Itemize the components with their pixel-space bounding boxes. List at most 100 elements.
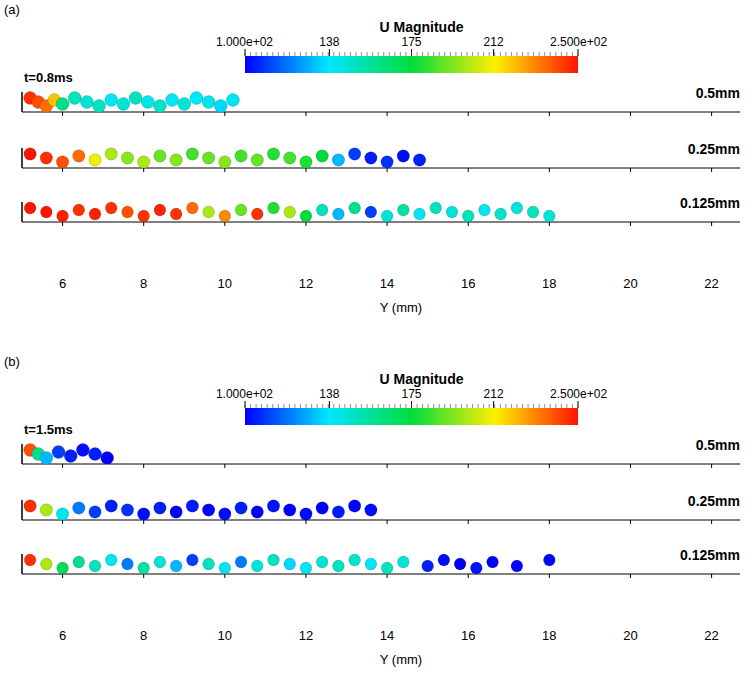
axis-left xyxy=(21,92,23,112)
tick xyxy=(468,112,469,116)
colorbar-tick-label: 138 xyxy=(319,387,339,401)
colorbar-minor-tick xyxy=(383,52,384,56)
colorbar-minor-tick xyxy=(555,404,556,408)
colorbar-minor-tick xyxy=(417,404,418,408)
colorbar-minor-tick xyxy=(250,404,251,408)
colorbar-minor-tick xyxy=(494,404,495,408)
particle xyxy=(57,562,69,574)
tick xyxy=(711,168,712,172)
colorbar-minor-tick xyxy=(300,404,301,408)
colorbar-minor-tick xyxy=(272,404,273,408)
particle xyxy=(154,556,166,568)
particle xyxy=(397,556,409,568)
tick-label: 10 xyxy=(218,628,232,643)
colorbar-minor-tick xyxy=(478,52,479,56)
particle xyxy=(170,154,182,166)
tick-label: 6 xyxy=(59,276,66,291)
row-label: 0.25mm xyxy=(688,141,740,157)
particle xyxy=(89,560,101,572)
colorbar-minor-tick xyxy=(361,52,362,56)
particle xyxy=(154,150,166,162)
colorbar-minor-tick xyxy=(378,52,379,56)
particle xyxy=(381,562,393,574)
particle xyxy=(413,154,425,166)
tick-label: 14 xyxy=(380,628,394,643)
particle xyxy=(397,204,409,216)
tick xyxy=(549,574,550,578)
particle xyxy=(89,448,102,461)
colorbar-minor-tick xyxy=(394,404,395,408)
particle xyxy=(52,446,65,459)
colorbar-tick-label: 1.000e+02 xyxy=(216,35,273,49)
tick xyxy=(630,574,631,578)
colorbar-minor-tick xyxy=(528,52,529,56)
particle xyxy=(170,506,182,518)
particle xyxy=(284,152,296,164)
colorbar-minor-tick xyxy=(544,52,545,56)
colorbar-minor-tick xyxy=(356,404,357,408)
particle xyxy=(267,500,279,512)
colorbar-minor-tick xyxy=(389,404,390,408)
colorbar-minor-tick xyxy=(472,404,473,408)
colorbar-minor-tick xyxy=(411,52,412,56)
colorbar-minor-tick xyxy=(516,52,517,56)
tick xyxy=(387,574,388,578)
particle xyxy=(487,556,499,568)
colorbar-minor-tick xyxy=(494,52,495,56)
particle xyxy=(105,554,117,566)
particle xyxy=(154,502,166,514)
colorbar-minor-tick xyxy=(478,404,479,408)
colorbar-minor-tick xyxy=(372,52,373,56)
particle xyxy=(333,208,345,220)
particle xyxy=(170,560,182,572)
axis-line xyxy=(22,520,740,521)
particle xyxy=(479,204,491,216)
axis-title: Y (mm) xyxy=(380,652,422,667)
tick-label: 16 xyxy=(461,276,475,291)
colorbar-minor-tick xyxy=(500,52,501,56)
colorbar-tick-label: 175 xyxy=(401,387,421,401)
particle xyxy=(268,554,280,566)
colorbar-minor-tick xyxy=(572,52,573,56)
row-label: 0.125mm xyxy=(680,195,740,211)
colorbar-minor-tick xyxy=(566,404,567,408)
particle xyxy=(24,202,36,214)
tick xyxy=(224,168,225,172)
colorbar-minor-tick xyxy=(533,52,534,56)
colorbar-tick xyxy=(411,401,412,408)
colorbar-minor-tick xyxy=(461,52,462,56)
panel-label: (a) xyxy=(4,2,20,17)
tick xyxy=(468,168,469,172)
colorbar-minor-tick xyxy=(372,404,373,408)
colorbar-minor-tick xyxy=(489,404,490,408)
row-label: 0.5mm xyxy=(696,437,740,453)
colorbar-tick-label: 175 xyxy=(401,35,421,49)
tick xyxy=(224,574,225,578)
tick xyxy=(62,464,63,468)
particles xyxy=(24,500,377,520)
particle xyxy=(56,156,68,168)
particle xyxy=(268,202,280,214)
tick xyxy=(62,112,63,116)
colorbar-minor-tick xyxy=(294,52,295,56)
colorbar-tick xyxy=(411,49,412,56)
colorbar-minor-tick xyxy=(472,52,473,56)
particle xyxy=(348,148,360,160)
tick xyxy=(62,520,63,524)
colorbar-minor-tick xyxy=(289,52,290,56)
particle xyxy=(381,156,393,168)
particle xyxy=(101,452,114,465)
colorbar-tick xyxy=(578,49,579,56)
tick xyxy=(224,222,225,226)
colorbar-minor-tick xyxy=(317,52,318,56)
colorbar-minor-tick xyxy=(433,404,434,408)
tick xyxy=(62,222,63,226)
tick xyxy=(143,464,144,468)
colorbar-minor-tick xyxy=(405,404,406,408)
particle xyxy=(446,206,458,218)
particle xyxy=(251,208,263,220)
axis-line xyxy=(22,112,740,113)
axis-left xyxy=(21,554,23,574)
colorbar-minor-tick xyxy=(278,404,279,408)
tick xyxy=(630,222,631,226)
